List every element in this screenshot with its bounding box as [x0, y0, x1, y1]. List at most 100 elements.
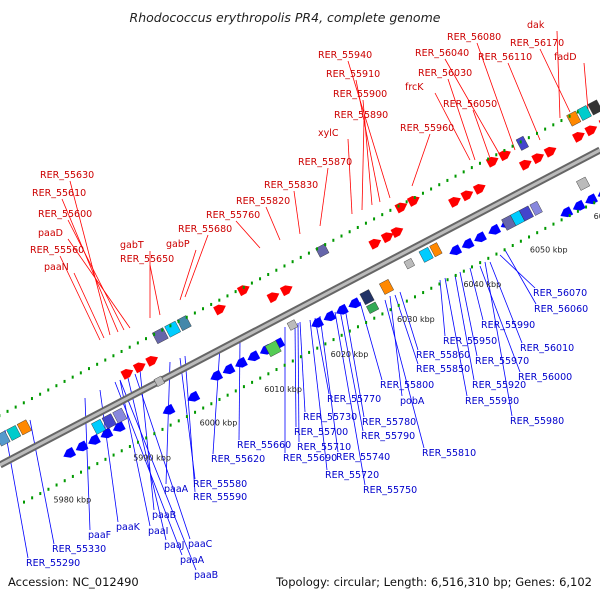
- gene-block: [429, 242, 443, 258]
- tick-dot: [316, 247, 319, 251]
- tick-dot: [413, 295, 416, 299]
- tick-dot: [120, 449, 123, 453]
- callout-line: [389, 295, 403, 397]
- reverse-gene: [348, 297, 362, 309]
- tick-dot: [251, 380, 254, 384]
- forward-gene: [406, 196, 420, 207]
- gene-block: [418, 246, 434, 263]
- tick-dot: [153, 432, 156, 436]
- callout-line: [119, 379, 151, 527]
- gene-label: RER_55980: [510, 416, 564, 427]
- tick-dot: [356, 325, 359, 329]
- gene-label: RER_55590: [193, 492, 247, 503]
- gene-label: RER_55690: [283, 453, 337, 464]
- callout-line: [344, 307, 365, 418]
- forward-gene: [236, 285, 250, 297]
- gene-label: paaI: [148, 526, 168, 537]
- callout-line: [319, 315, 339, 453]
- tick-dot: [71, 474, 74, 478]
- callout-line: [472, 109, 491, 159]
- tick-label: 6020 kbp: [331, 350, 369, 359]
- gene-label: RER_55950: [443, 336, 497, 347]
- tick-dot: [446, 278, 449, 282]
- forward-gene: [518, 159, 532, 171]
- tick-dot: [31, 496, 34, 500]
- tick-dot: [202, 307, 205, 311]
- tick-dot: [536, 231, 539, 235]
- tick-dot: [503, 248, 506, 252]
- tick-dot: [421, 191, 424, 195]
- tick-dot: [226, 294, 229, 298]
- callout-line: [454, 274, 475, 381]
- tick-dot: [487, 157, 490, 161]
- tick-dot: [153, 332, 156, 336]
- tick-dot: [528, 235, 531, 239]
- reverse-gene: [474, 231, 487, 243]
- gene-label: xylC: [318, 128, 339, 139]
- gene-label: RER_55860: [416, 350, 470, 361]
- gene-label: RER_55820: [236, 196, 290, 207]
- gene-label: RER_55720: [325, 470, 379, 481]
- tick-dot: [120, 349, 123, 353]
- gene-label: RER_55790: [361, 431, 415, 442]
- tick-dot: [446, 178, 449, 182]
- tick-dot: [145, 436, 148, 440]
- reverse-gene: [336, 303, 349, 315]
- callout-line: [59, 255, 101, 341]
- tick-dot: [332, 338, 335, 342]
- tick-dot: [308, 350, 311, 354]
- callout-line: [4, 429, 29, 559]
- gene-block: [587, 99, 600, 116]
- tick-dot: [438, 183, 441, 187]
- gene-label: gabT: [120, 240, 144, 251]
- forward-gene: [380, 232, 394, 244]
- callout-line: [339, 309, 364, 432]
- reverse-gene: [75, 440, 89, 452]
- tick-dot: [340, 234, 343, 238]
- callout-line: [69, 180, 111, 336]
- gene-block: [264, 340, 282, 358]
- tick-dot: [210, 402, 213, 406]
- tick-dot: [299, 255, 302, 259]
- callout-line: [447, 78, 476, 161]
- gene-block: [529, 200, 543, 216]
- gene-label: RER_55890: [334, 110, 388, 121]
- gene-label: RER_56000: [518, 372, 572, 383]
- gene-label: RER_55600: [38, 209, 92, 220]
- gene-label: RER_55930: [465, 396, 519, 407]
- tick-dot: [242, 285, 245, 289]
- reverse-gene: [247, 350, 261, 362]
- tick-dot: [137, 440, 140, 444]
- tick-dot: [63, 479, 66, 483]
- reverse-gene: [88, 434, 101, 445]
- callout-line: [165, 361, 171, 485]
- tick-dot: [136, 341, 139, 345]
- tick-dot: [389, 208, 392, 212]
- callout-line: [309, 319, 328, 471]
- gene-label: RER_56030: [418, 68, 472, 79]
- callout-line: [184, 234, 209, 298]
- gene-label: RER_55910: [326, 69, 380, 80]
- gene-label: RER_55750: [363, 485, 417, 496]
- callout-line: [444, 277, 468, 397]
- reverse-gene: [162, 403, 176, 415]
- tick-dot: [202, 406, 205, 410]
- tick-dot: [462, 269, 465, 273]
- tick-dot: [169, 423, 172, 427]
- tick-label: 6060 kbp: [594, 212, 600, 221]
- reverse-gene: [235, 356, 248, 368]
- callout-line: [119, 379, 197, 571]
- tick-dot: [193, 311, 196, 315]
- callout-line: [489, 261, 523, 344]
- gene-block: [91, 418, 107, 435]
- tick-dot: [454, 174, 457, 178]
- tick-dot: [487, 256, 490, 260]
- gene-label: gabP: [166, 239, 190, 250]
- tick-dot: [495, 252, 498, 256]
- tick-dot: [422, 291, 425, 295]
- tick-dot: [381, 213, 384, 217]
- reverse-gene: [488, 223, 502, 235]
- tick-dot: [405, 200, 408, 204]
- tick-dot: [519, 239, 522, 243]
- forward-gene: [390, 227, 404, 239]
